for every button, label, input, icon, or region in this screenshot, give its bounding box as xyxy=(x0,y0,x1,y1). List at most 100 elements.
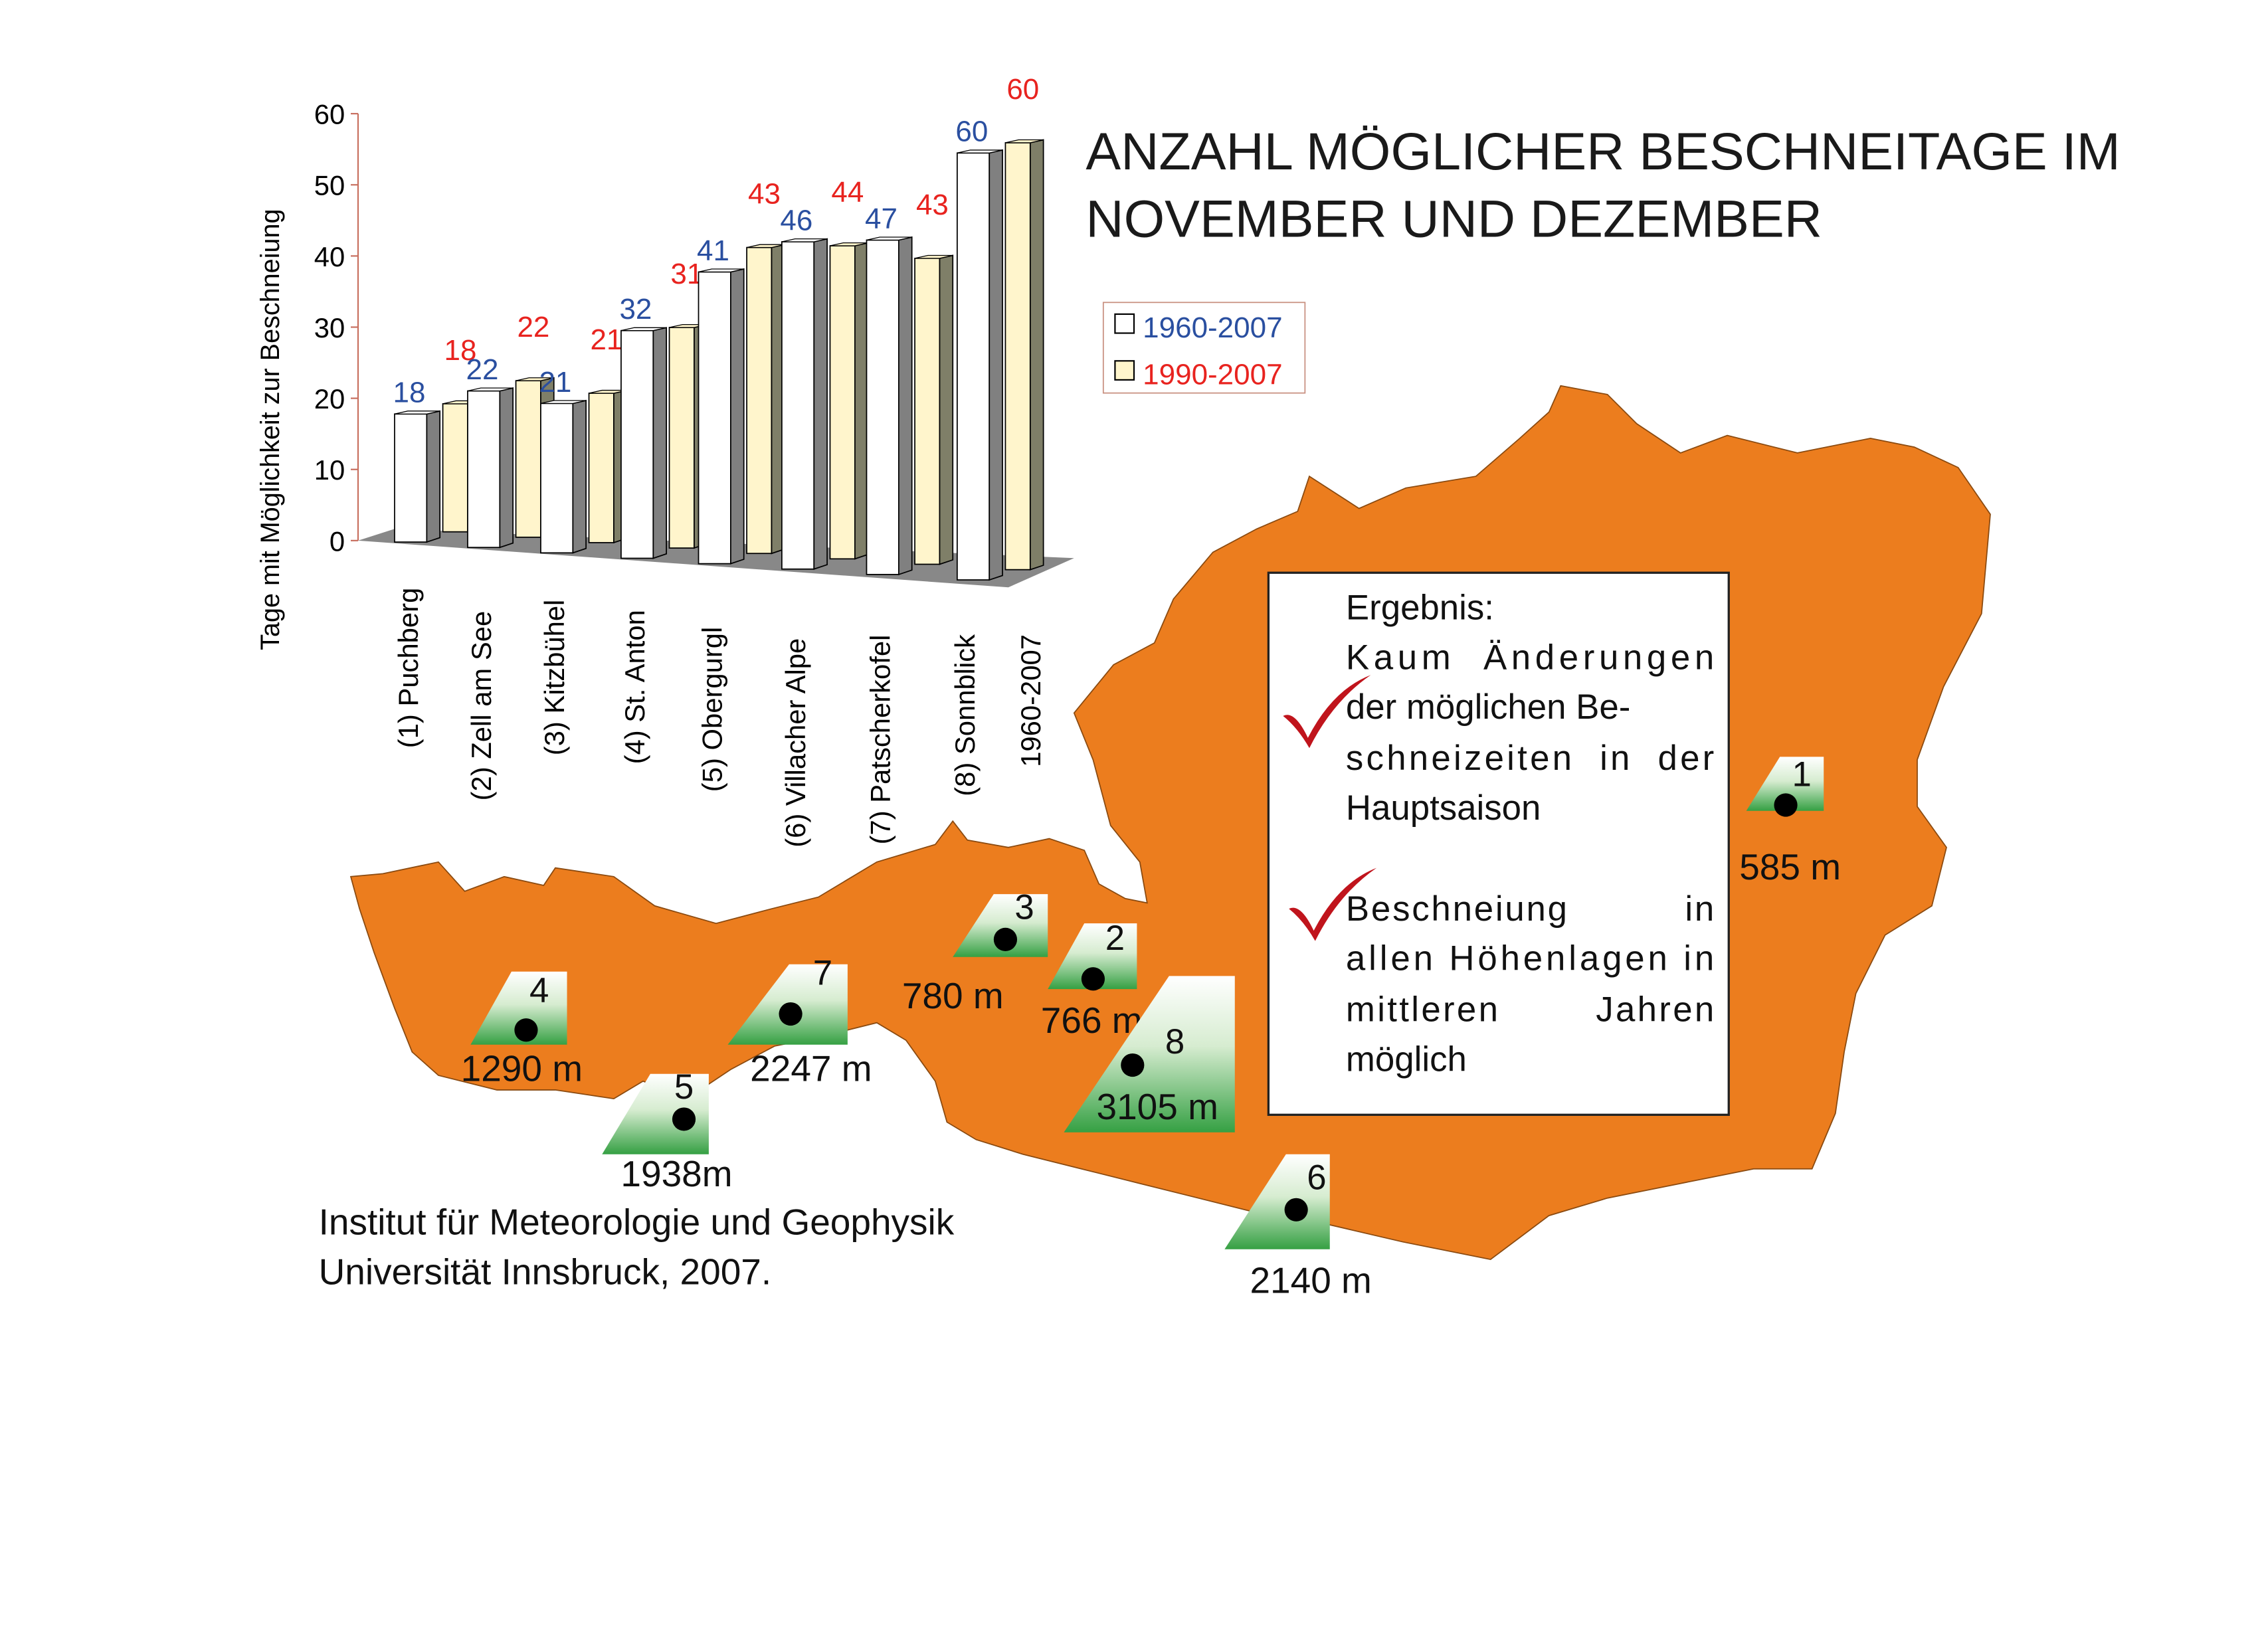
y-tick-label: 30 xyxy=(314,312,345,343)
station-elevation: 585 m xyxy=(1739,846,1841,887)
data-label: 22 xyxy=(517,311,549,343)
result-point1-line: Kaum Änderungen xyxy=(1346,638,1714,677)
result-heading: Ergebnis: xyxy=(1346,589,1494,628)
bar-1960-2007 xyxy=(540,399,587,554)
bar-1960-2007 xyxy=(394,410,441,543)
data-label: 43 xyxy=(916,189,949,221)
result-box: Ergebnis: Kaum Änderungen der möglichen … xyxy=(1267,571,1730,1116)
credit-line-1: Institut für Meteorologie und Geophysik xyxy=(319,1202,955,1243)
station-elevation: 766 m xyxy=(1041,1000,1143,1041)
category-label: (5) Obergurgl xyxy=(697,627,728,792)
bar-1990-2007 xyxy=(746,244,786,555)
station-marker-4: 4 1290 m xyxy=(461,971,583,1089)
result-point2-line: allen Höhenlagen in xyxy=(1346,939,1714,978)
category-label: (8) Sonnblick xyxy=(949,634,981,796)
station-number: 2 xyxy=(1105,919,1125,958)
depth-axis-label: 1960-2007 xyxy=(1015,634,1046,767)
bar-1990-2007 xyxy=(1004,139,1044,571)
mountain-icon xyxy=(953,894,1048,957)
station-elevation: 3105 m xyxy=(1096,1086,1218,1127)
station-dot xyxy=(1284,1198,1308,1222)
y-tick-label: 40 xyxy=(314,241,345,272)
checkmark-icon xyxy=(1283,675,1371,749)
data-label: 32 xyxy=(619,293,652,325)
station-marker-8: 8 3105 m xyxy=(1064,976,1235,1133)
bar-1960-2007 xyxy=(956,149,1003,581)
bar-1960-2007 xyxy=(698,268,745,565)
category-label: (7) Patscherkofel xyxy=(865,635,896,845)
data-label: 22 xyxy=(466,353,498,386)
station-elevation: 2140 m xyxy=(1250,1260,1371,1301)
bar-1960-2007 xyxy=(620,327,667,559)
station-number: 3 xyxy=(1014,888,1034,927)
category-label: (3) Kitzbühel xyxy=(539,600,570,756)
result-point2-line: möglich xyxy=(1346,1040,1467,1079)
station-number: 5 xyxy=(674,1067,694,1107)
mountain-icon xyxy=(470,971,567,1045)
legend-label-1990-2007: 1990-2007 xyxy=(1143,359,1282,391)
station-dot xyxy=(993,927,1018,951)
y-tick-label: 20 xyxy=(314,383,345,414)
data-label: 21 xyxy=(590,323,622,356)
data-label: 47 xyxy=(865,203,898,235)
station-number: 8 xyxy=(1165,1022,1184,1061)
station-marker-2: 2 766 m xyxy=(1041,919,1143,1041)
station-elevation: 780 m xyxy=(902,975,1004,1016)
legend-swatch-1960-2007 xyxy=(1114,313,1135,334)
data-label: 46 xyxy=(780,204,812,236)
bar-chart: Tage mit Möglichkeit zur Beschneiung 196… xyxy=(256,73,1074,848)
mountain-icon xyxy=(1048,923,1137,990)
mountain-icon xyxy=(602,1073,709,1154)
station-number: 4 xyxy=(529,971,549,1010)
bar-1960-2007 xyxy=(781,238,828,570)
category-label: (6) Villacher Alpe xyxy=(780,638,811,848)
data-label: 31 xyxy=(670,258,703,290)
mountain-icon xyxy=(1064,976,1235,1133)
mountain-icon xyxy=(1746,757,1824,811)
station-marker-3: 3 780 m xyxy=(902,888,1048,1016)
bar-1990-2007 xyxy=(668,323,708,549)
y-axis-label: Tage mit Möglichkeit zur Beschneiung xyxy=(256,209,285,650)
title-line-1: ANZAHL MÖGLICHER BESCHNEITAGE IM xyxy=(1086,122,2120,181)
result-point1-line: schneizeiten in der xyxy=(1346,739,1714,778)
y-tick-label: 50 xyxy=(314,170,345,201)
data-label: 44 xyxy=(831,176,864,209)
data-label: 60 xyxy=(955,116,988,148)
legend-swatch-1990-2007 xyxy=(1114,360,1135,381)
checkmark-icon xyxy=(1289,867,1377,941)
result-point2-line: mittleren Jahren xyxy=(1346,990,1714,1030)
data-label: 18 xyxy=(444,334,476,367)
bar-1960-2007 xyxy=(467,387,514,549)
station-number: 6 xyxy=(1307,1158,1326,1198)
station-dot xyxy=(1774,793,1798,817)
station-dot xyxy=(514,1018,538,1042)
y-tick-label: 60 xyxy=(314,99,345,130)
station-elevation: 2247 m xyxy=(750,1048,872,1089)
category-label: (4) St. Anton xyxy=(619,610,650,764)
result-point2-line: Beschneiung in xyxy=(1346,889,1714,929)
result-point1-line: der möglichen Be- xyxy=(1346,687,1630,727)
data-label: 18 xyxy=(393,377,426,409)
category-label: (2) Zell am See xyxy=(466,611,497,801)
station-dot xyxy=(1081,967,1105,991)
station-dot xyxy=(672,1107,696,1131)
station-marker-1: 1 585 m xyxy=(1739,755,1841,887)
mountain-icon xyxy=(1224,1154,1330,1249)
data-label: 41 xyxy=(697,234,729,267)
bar-1990-2007 xyxy=(829,242,869,560)
legend-label-1960-2007: 1960-2007 xyxy=(1143,312,1282,344)
station-marker-7: 7 2247 m xyxy=(727,954,872,1089)
station-elevation: 1938m xyxy=(620,1153,732,1194)
data-label: 43 xyxy=(748,178,781,211)
credit-line-2: Universität Innsbruck, 2007. xyxy=(319,1251,772,1292)
bar-1960-2007 xyxy=(866,236,913,576)
title-line-2: NOVEMBER UND DEZEMBER xyxy=(1086,189,1822,248)
y-tick-label: 0 xyxy=(330,525,345,557)
station-marker-6: 6 2140 m xyxy=(1224,1154,1372,1301)
y-tick-label: 10 xyxy=(314,454,345,486)
data-label: 21 xyxy=(539,366,571,399)
bar-1990-2007 xyxy=(914,254,954,565)
station-dot xyxy=(1121,1053,1145,1077)
station-number: 7 xyxy=(813,954,832,993)
